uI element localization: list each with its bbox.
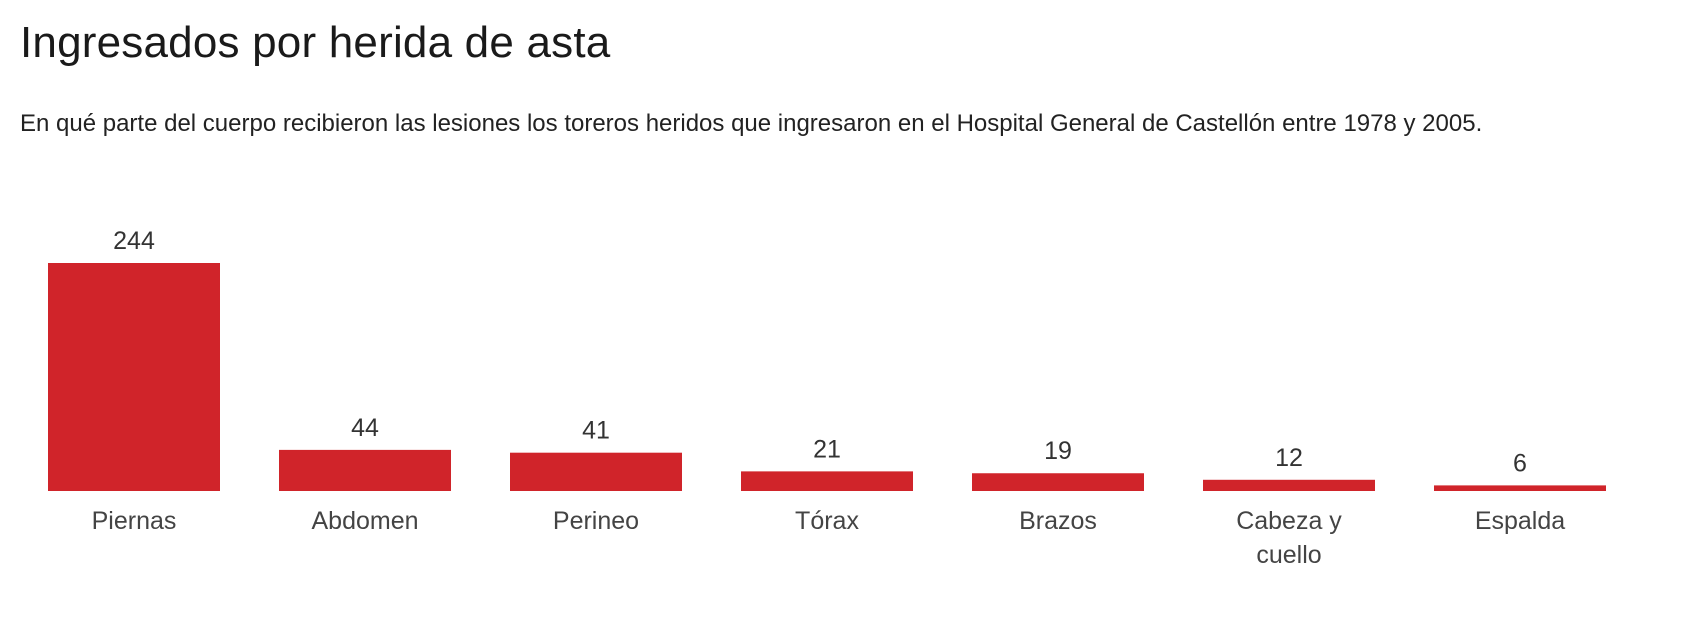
bar-5 [1203, 479, 1375, 491]
chart-title: Ingresados por herida de asta [20, 18, 611, 67]
category-label-3: Tórax [795, 507, 859, 535]
value-label-5: 12 [1275, 444, 1303, 472]
value-label-2: 41 [582, 417, 610, 445]
bar-3 [741, 471, 913, 491]
category-label-5-line-1: cuello [1256, 541, 1321, 569]
value-label-6: 6 [1513, 449, 1527, 477]
bar-2 [510, 452, 682, 491]
category-label-5-line-0: Cabeza y [1236, 507, 1342, 535]
value-label-3: 21 [813, 435, 841, 463]
bar-0 [48, 263, 220, 491]
value-label-4: 19 [1044, 437, 1072, 465]
labels-group: 244 Piernas 44 Abdomen 41 Perineo 21 Tórax 19 Bra… [92, 227, 1566, 569]
category-label-6: Espalda [1475, 507, 1565, 535]
bar-4 [972, 473, 1144, 491]
chart-subtitle: En qué parte del cuerpo recibieron las l… [20, 110, 1483, 137]
category-label-0: Piernas [92, 507, 177, 535]
category-label-2: Perineo [553, 507, 639, 535]
bars-group [48, 263, 1606, 491]
bar-6 [1434, 485, 1606, 491]
category-label-1: Abdomen [311, 507, 418, 535]
bar-1 [279, 449, 451, 491]
value-label-1: 44 [351, 414, 379, 442]
value-label-0: 244 [113, 227, 155, 255]
category-label-4: Brazos [1019, 507, 1097, 535]
